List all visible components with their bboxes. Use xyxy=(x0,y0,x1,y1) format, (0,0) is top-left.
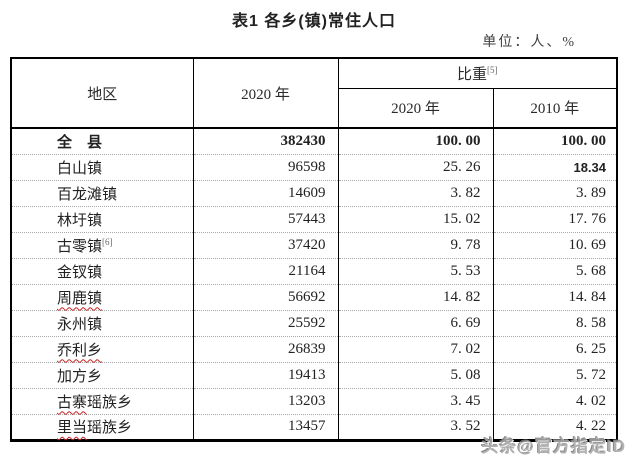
table-row: 白山镇 96598 25. 26 18.34 xyxy=(11,153,618,180)
region-cell: 永州镇 xyxy=(11,309,193,336)
population-2020-cell: 19413 xyxy=(192,361,338,388)
share-2010-cell: 6. 25 xyxy=(492,335,618,362)
unit-note: 单位：人、% xyxy=(482,35,576,50)
table-row: 古零镇[6] 37420 9. 78 10. 69 xyxy=(11,231,618,258)
population-2020-cell: 14609 xyxy=(192,179,338,206)
page-title: 表1 各乡(镇)常住人口 xyxy=(231,13,396,30)
share-2010-cell: 8. 58 xyxy=(492,309,618,336)
table-row: 周鹿镇 56692 14. 82 14. 84 xyxy=(11,283,618,310)
population-2020-cell: 26839 xyxy=(192,335,338,362)
share-2010-cell: 17. 76 xyxy=(492,205,618,232)
region-cell: 加方乡 xyxy=(11,361,193,388)
share-2010-cell: 4. 02 xyxy=(492,387,618,414)
header-share-2020: 2020 年 xyxy=(391,101,440,118)
region-cell: 古寨瑶族乡 xyxy=(11,387,193,414)
population-2020-cell: 96598 xyxy=(192,153,338,180)
header-row-sub: 2020 年 2010 年 xyxy=(11,88,618,128)
share-2010-cell: 100. 00 xyxy=(492,127,618,154)
share-2020-cell: 5. 08 xyxy=(337,361,493,388)
share-2020-cell: 14. 82 xyxy=(337,283,493,310)
footnote-ref-5: [5] xyxy=(487,64,498,75)
region-name-misspell-marked: 里当 xyxy=(57,420,88,436)
region-cell: 古零镇[6] xyxy=(11,231,193,258)
table-row: 加方乡 19413 5. 08 5. 72 xyxy=(11,361,618,388)
share-2010-cell: 10. 69 xyxy=(492,231,618,258)
share-2010-cell: 5. 72 xyxy=(492,361,618,388)
share-2020-cell: 9. 78 xyxy=(337,231,493,258)
region-cell: 全 县 xyxy=(11,127,193,154)
share-2020-cell: 3. 45 xyxy=(337,387,493,414)
share-2020-cell: 7. 02 xyxy=(337,335,493,362)
region-cell: 百龙滩镇 xyxy=(11,179,193,206)
table-body: 全 县 382430 100. 00 100. 00 白山镇 96598 25. 26 18.… xyxy=(11,127,618,440)
region-cell: 金钗镇 xyxy=(11,257,193,284)
population-2020-cell: 13457 xyxy=(192,413,338,440)
table-header: 地区 2020 年 比重[5] 2020 年 2010 年 xyxy=(11,58,618,128)
population-2020-cell: 25592 xyxy=(192,309,338,336)
share-2010-cell: 14. 84 xyxy=(492,283,618,310)
population-table: 地区 2020 年 比重[5] 2020 年 2010 年 全 县 382430 1… xyxy=(10,57,619,442)
region-cell: 里当瑶族乡 xyxy=(11,413,193,440)
region-name-misspell-marked: 古寨 xyxy=(57,394,88,411)
region-cell: 白山镇 xyxy=(11,153,193,180)
population-2020-cell: 13203 xyxy=(192,387,338,414)
share-2010-cell: 3. 89 xyxy=(492,179,618,206)
header-row-top: 地区 2020 年 比重[5] xyxy=(11,58,618,128)
header-share-label: 比重 xyxy=(457,66,488,83)
table-row: 金钗镇 21164 5. 53 5. 68 xyxy=(11,257,618,284)
region-cell: 林圩镇 xyxy=(11,205,193,232)
population-2020-cell: 57443 xyxy=(192,205,338,232)
table-row: 乔利乡 26839 7. 02 6. 25 xyxy=(11,335,618,362)
table-row: 永州镇 25592 6. 69 8. 58 xyxy=(11,309,618,336)
header-share: 比重[5] xyxy=(338,58,618,89)
share-2020-cell: 15. 02 xyxy=(337,205,493,232)
region-name-misspell-marked: 周鹿镇 xyxy=(57,290,103,307)
share-2020-cell: 5. 53 xyxy=(337,257,493,284)
header-share-2010: 2010 年 xyxy=(492,88,618,128)
share-2010-cell: 18.34 xyxy=(492,153,618,180)
table-row: 林圩镇 57443 15. 02 17. 76 xyxy=(11,205,618,232)
population-2020-cell: 21164 xyxy=(192,257,338,284)
region-cell: 乔利乡 xyxy=(11,335,193,362)
table-row: 全 县 382430 100. 00 100. 00 xyxy=(11,127,618,154)
share-2020-cell: 3. 82 xyxy=(337,179,493,206)
watermark: 头条@官方指定ID xyxy=(481,437,626,456)
header-region: 地区 xyxy=(11,58,194,128)
share-2020-cell: 100. 00 xyxy=(337,127,493,154)
table-row: 古寨瑶族乡 13203 3. 45 4. 02 xyxy=(11,387,618,414)
population-2020-cell: 37420 xyxy=(192,231,338,258)
table-row: 里当瑶族乡 13457 3. 52 4. 22 xyxy=(11,413,618,440)
table-row: 百龙滩镇 14609 3. 82 3. 89 xyxy=(11,179,618,206)
share-2020-cell: 3. 52 xyxy=(337,413,493,440)
population-2020-cell: 56692 xyxy=(192,283,338,310)
share-2020-cell: 25. 26 xyxy=(337,153,493,180)
share-2020-cell: 6. 69 xyxy=(337,309,493,336)
region-cell: 周鹿镇 xyxy=(11,283,193,310)
header-2020: 2020 年 xyxy=(193,58,339,128)
region-name-misspell-marked: 乔利乡 xyxy=(57,342,103,359)
share-2010-cell: 4. 22 xyxy=(492,413,618,440)
population-2020-cell: 382430 xyxy=(192,127,338,154)
footnote-ref-6: [6] xyxy=(102,236,113,247)
share-2010-cell: 5. 68 xyxy=(492,257,618,284)
